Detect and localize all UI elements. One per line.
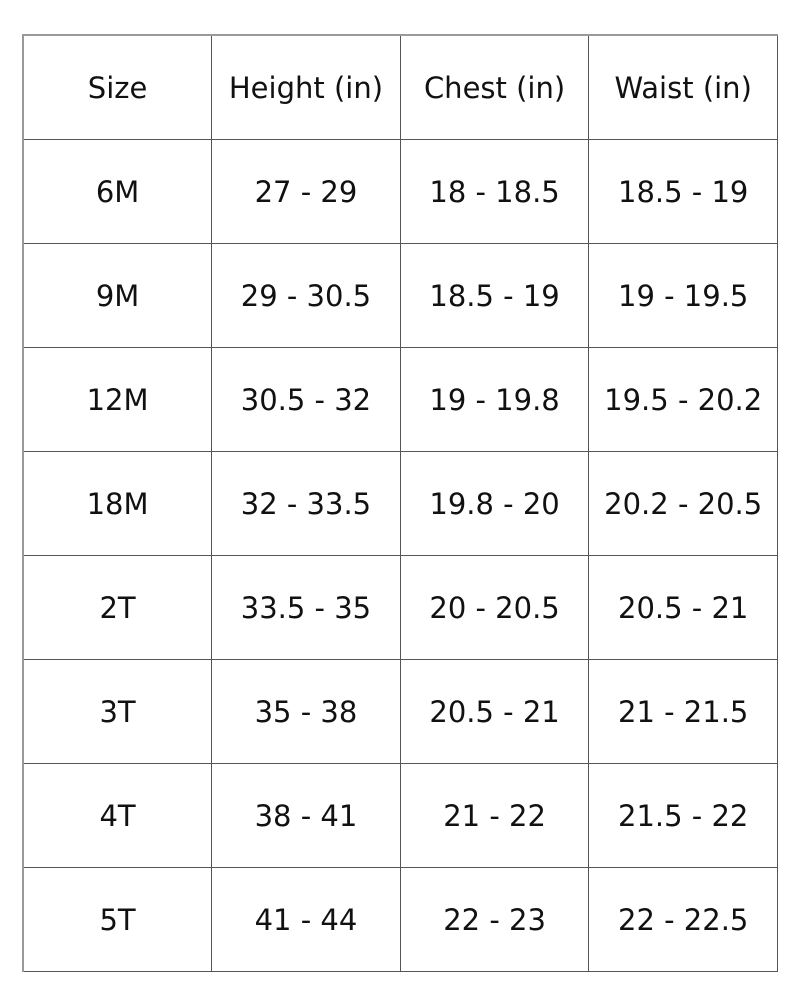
cell-waist: 20.2 - 20.5 xyxy=(588,451,778,556)
cell-size: 4T xyxy=(22,763,213,868)
cell-size: 2T xyxy=(22,555,213,660)
table-row: 6M 27 - 29 18 - 18.5 18.5 - 19 xyxy=(22,139,778,244)
cell-chest: 18 - 18.5 xyxy=(399,139,590,244)
header-height: Height (in) xyxy=(211,34,401,140)
table-row: 9M 29 - 30.5 18.5 - 19 19 - 19.5 xyxy=(22,243,778,348)
cell-chest: 18.5 - 19 xyxy=(399,243,590,348)
header-chest: Chest (in) xyxy=(399,34,590,140)
size-chart-table: Size Height (in) Chest (in) Waist (in) 6… xyxy=(22,34,778,972)
table-row: 2T 33.5 - 35 20 - 20.5 20.5 - 21 xyxy=(22,555,778,660)
cell-height: 30.5 - 32 xyxy=(211,347,401,452)
table-row: 12M 30.5 - 32 19 - 19.8 19.5 - 20.2 xyxy=(22,347,778,452)
cell-size: 9M xyxy=(22,243,213,348)
cell-waist: 21.5 - 22 xyxy=(588,763,778,868)
cell-height: 32 - 33.5 xyxy=(211,451,401,556)
cell-height: 35 - 38 xyxy=(211,659,401,764)
header-row: Size Height (in) Chest (in) Waist (in) xyxy=(22,34,778,140)
cell-waist: 19 - 19.5 xyxy=(588,243,778,348)
cell-waist: 21 - 21.5 xyxy=(588,659,778,764)
cell-waist: 22 - 22.5 xyxy=(588,867,778,972)
cell-height: 29 - 30.5 xyxy=(211,243,401,348)
cell-size: 6M xyxy=(22,139,213,244)
cell-size: 12M xyxy=(22,347,213,452)
cell-chest: 20 - 20.5 xyxy=(399,555,590,660)
cell-size: 18M xyxy=(22,451,213,556)
cell-waist: 18.5 - 19 xyxy=(588,139,778,244)
cell-chest: 19 - 19.8 xyxy=(399,347,590,452)
table-row: 3T 35 - 38 20.5 - 21 21 - 21.5 xyxy=(22,659,778,764)
cell-waist: 19.5 - 20.2 xyxy=(588,347,778,452)
header-waist: Waist (in) xyxy=(588,34,778,140)
cell-chest: 22 - 23 xyxy=(399,867,590,972)
cell-chest: 19.8 - 20 xyxy=(399,451,590,556)
cell-waist: 20.5 - 21 xyxy=(588,555,778,660)
cell-height: 33.5 - 35 xyxy=(211,555,401,660)
table-row: 18M 32 - 33.5 19.8 - 20 20.2 - 20.5 xyxy=(22,451,778,556)
cell-chest: 21 - 22 xyxy=(399,763,590,868)
cell-size: 5T xyxy=(22,867,213,972)
table-row: 5T 41 - 44 22 - 23 22 - 22.5 xyxy=(22,867,778,972)
cell-height: 38 - 41 xyxy=(211,763,401,868)
cell-size: 3T xyxy=(22,659,213,764)
cell-height: 27 - 29 xyxy=(211,139,401,244)
cell-chest: 20.5 - 21 xyxy=(399,659,590,764)
header-size: Size xyxy=(22,34,213,140)
table-row: 4T 38 - 41 21 - 22 21.5 - 22 xyxy=(22,763,778,868)
cell-height: 41 - 44 xyxy=(211,867,401,972)
